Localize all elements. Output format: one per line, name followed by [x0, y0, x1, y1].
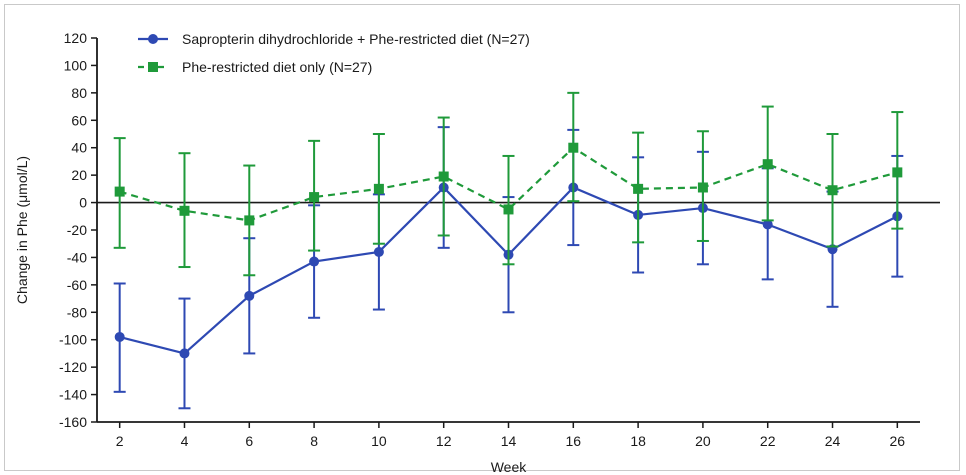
- x-tick-label: 20: [695, 433, 711, 449]
- x-tick-label: 16: [566, 433, 582, 449]
- y-tick-label: -80: [67, 304, 87, 320]
- y-tick-label: -60: [67, 277, 87, 293]
- y-tick-label: -40: [67, 249, 87, 265]
- x-tick-label: 26: [890, 433, 906, 449]
- y-ticks: 120 100 80 60 40 20 0 -20 -40 -60 -80 -100 -120 -140 -…: [59, 30, 97, 430]
- x-tick-label: 8: [310, 433, 318, 449]
- data-point: [503, 204, 514, 215]
- data-point: [633, 183, 644, 194]
- y-tick-label: -140: [59, 387, 87, 403]
- data-point: [762, 159, 773, 170]
- x-tick-label: 12: [436, 433, 452, 449]
- legend-label: Phe-restricted diet only (N=27): [182, 59, 372, 75]
- data-point: [309, 256, 320, 267]
- data-point: [373, 246, 384, 257]
- data-point: [762, 219, 773, 230]
- data-point: [114, 186, 125, 197]
- axes: [96, 38, 940, 423]
- series-group: [113, 91, 904, 410]
- data-point: [309, 192, 320, 203]
- legend: Sapropterin dihydrochloride + Phe-restri…: [138, 31, 530, 75]
- x-tick-label: 6: [245, 433, 253, 449]
- x-tick-label: 10: [371, 433, 387, 449]
- y-tick-label: 60: [71, 112, 87, 128]
- data-point: [244, 215, 255, 226]
- x-tick-label: 4: [181, 433, 189, 449]
- y-tick-label: -160: [59, 414, 87, 430]
- y-tick-label: 20: [71, 167, 87, 183]
- data-point: [179, 348, 190, 359]
- data-point: [179, 205, 190, 216]
- y-tick-label: 80: [71, 85, 87, 101]
- data-point: [438, 171, 449, 182]
- legend-item: Sapropterin dihydrochloride + Phe-restri…: [138, 31, 530, 47]
- y-tick-label: 40: [71, 140, 87, 156]
- y-axis-title: Change in Phe (μmol/L): [14, 156, 30, 304]
- legend-marker: [148, 34, 158, 44]
- y-tick-label: 0: [79, 195, 87, 211]
- data-point: [892, 167, 903, 178]
- legend-marker: [148, 62, 158, 72]
- x-tick-label: 14: [501, 433, 517, 449]
- x-axis-title: Week: [491, 459, 528, 475]
- data-point: [373, 183, 384, 194]
- data-point: [244, 290, 255, 301]
- y-tick-label: 120: [64, 30, 88, 46]
- y-tick-label: -20: [67, 222, 87, 238]
- series-2: [113, 91, 904, 277]
- y-tick-label: 100: [64, 57, 88, 73]
- x-tick-label: 18: [630, 433, 646, 449]
- x-tick-label: 2: [116, 433, 124, 449]
- x-ticks: 2 4 6 8 10 12 14 16 18 20 22 24 26: [116, 422, 906, 449]
- x-tick-label: 24: [825, 433, 841, 449]
- legend-label: Sapropterin dihydrochloride + Phe-restri…: [182, 31, 530, 47]
- data-point: [697, 182, 708, 193]
- y-tick-label: -100: [59, 332, 87, 348]
- legend-item: Phe-restricted diet only (N=27): [138, 59, 372, 75]
- data-point: [827, 185, 838, 196]
- x-tick-label: 22: [760, 433, 776, 449]
- y-tick-label: -120: [59, 359, 87, 375]
- data-point: [114, 331, 125, 342]
- data-point: [568, 142, 579, 153]
